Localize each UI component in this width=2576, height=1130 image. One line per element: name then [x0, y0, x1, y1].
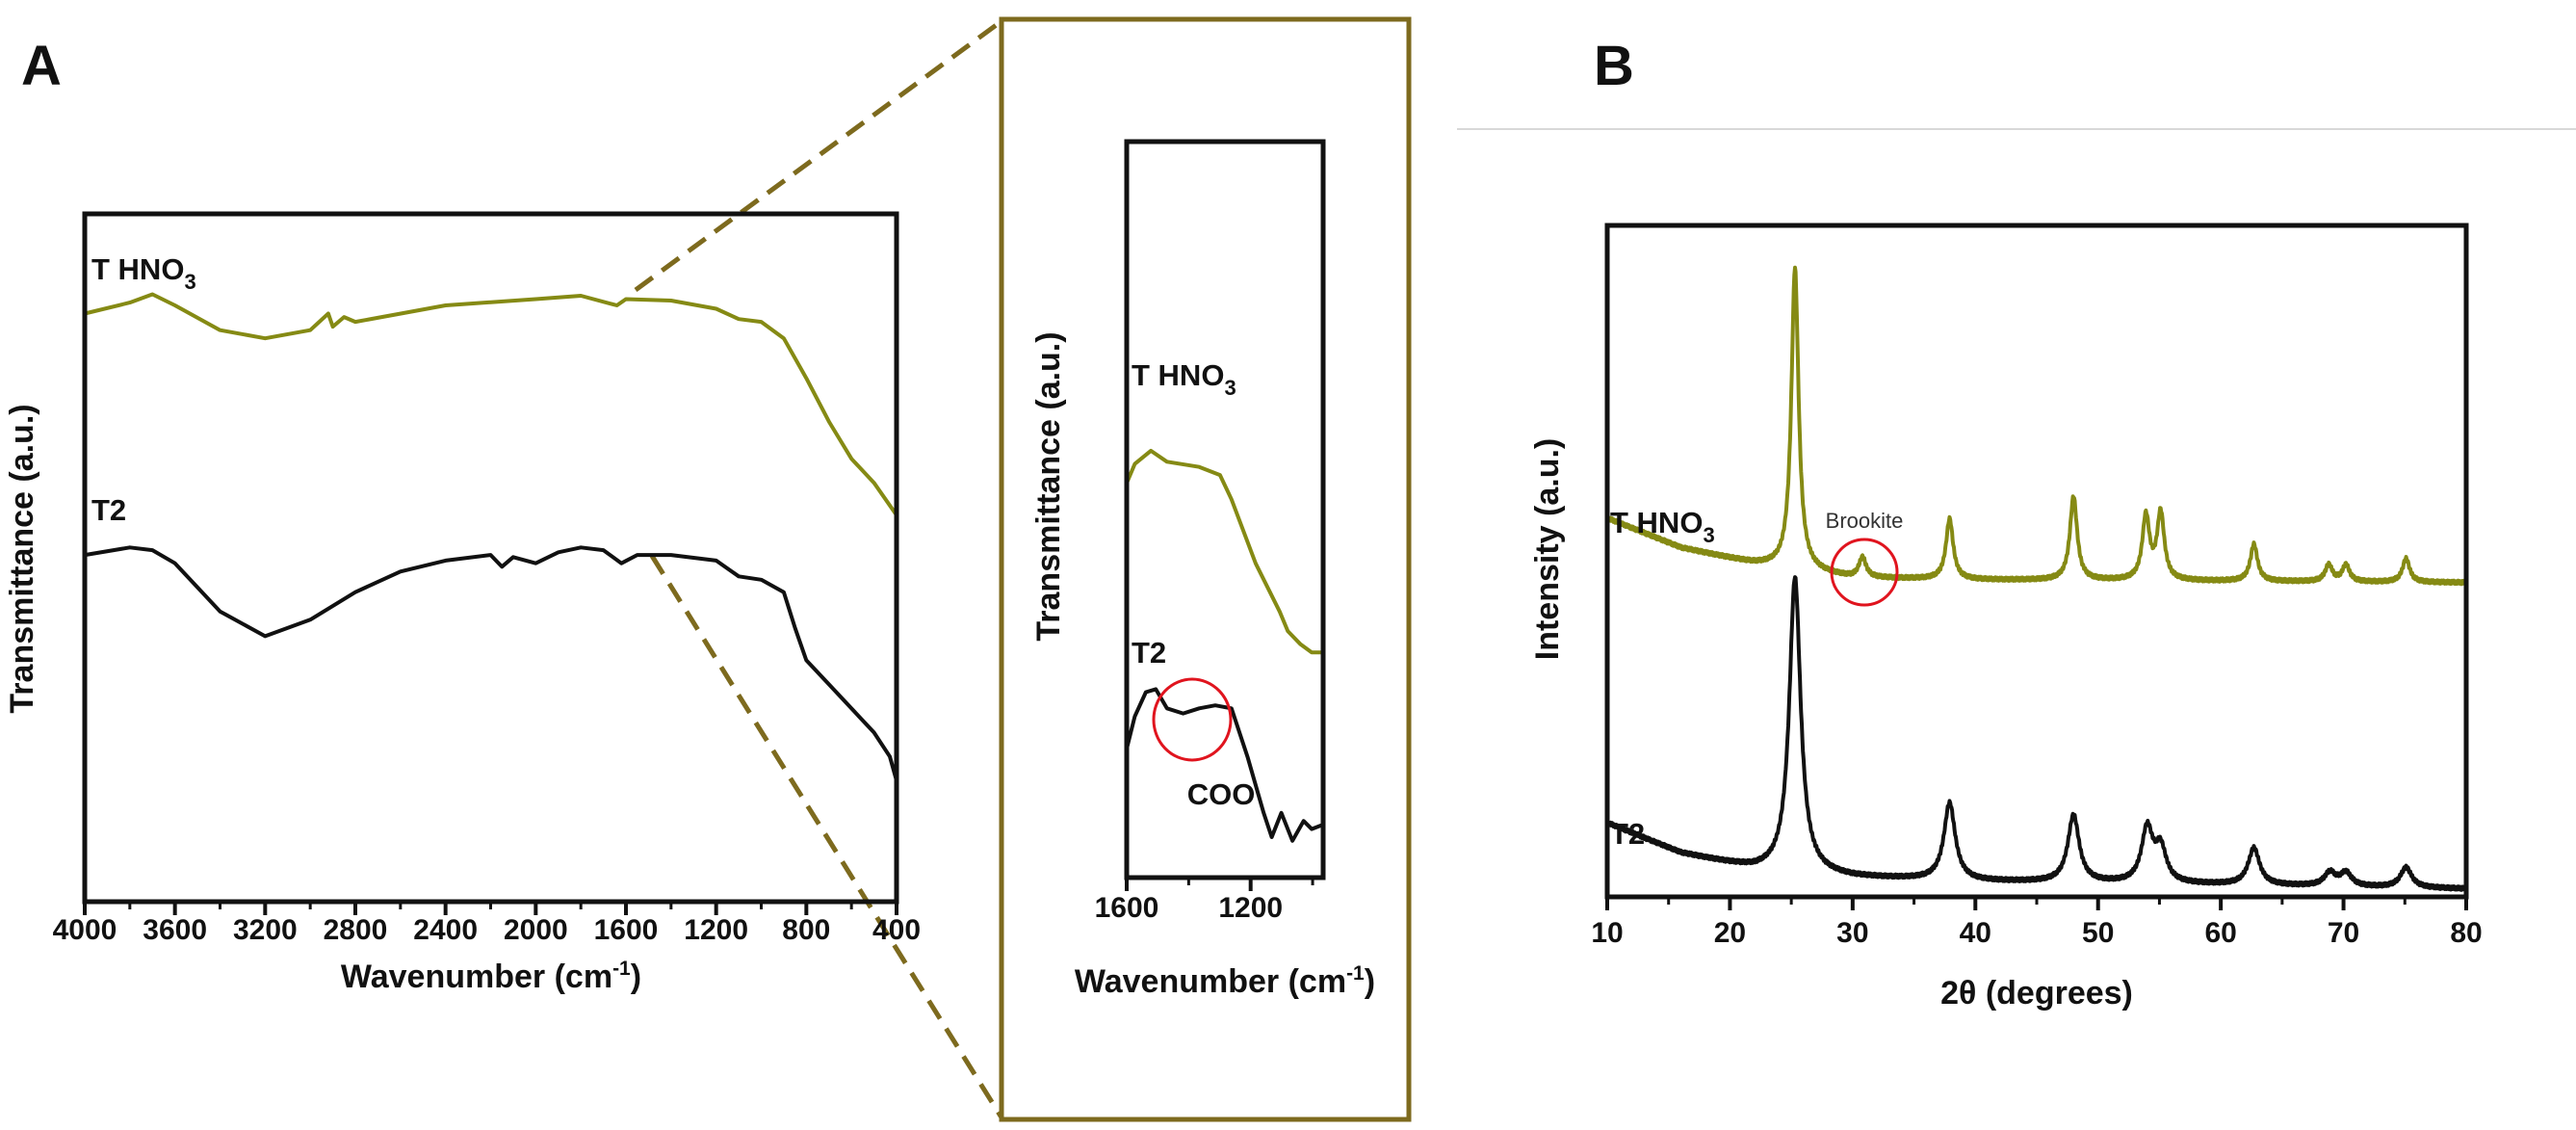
zoom-connector-bottom [649, 554, 1004, 1119]
series-label-t2: T2 [1132, 636, 1166, 670]
x-axis-label-text: Wavenumber (cm [1075, 963, 1346, 1000]
series-label-subscript: 3 [1703, 523, 1714, 547]
x-tick-label: 1600 [594, 914, 659, 946]
x-tick-label: 10 [1591, 917, 1623, 949]
panel-a-ftir: T HNO3 T2 4000 3600 3200 2800 2400 2000 1600 1200… [4, 35, 921, 995]
series-label-t2: T2 [1610, 817, 1645, 851]
x-tick-label: 20 [1714, 917, 1746, 949]
series-label-subscript: 3 [1224, 376, 1236, 400]
series-line-t-hno3 [1605, 265, 2468, 587]
plot-frame [1124, 139, 1326, 880]
series-line-t-hno3 [1125, 448, 1323, 655]
series-label-text: T2 [1610, 817, 1645, 851]
zoom-connector-top [634, 18, 1003, 293]
panel-a-inset: T HNO3 T2 1600 1200 Wavenumber (cm-1) Transmi… [1030, 139, 1375, 1000]
x-axis-label-superscript: -1 [612, 958, 631, 980]
series-line-t-hno3 [84, 292, 898, 516]
series-label-t-hno3: T HNO3 [1132, 358, 1236, 400]
x-tick-label: 2800 [324, 914, 388, 946]
x-axis-label: Wavenumber (cm-1) [341, 958, 641, 995]
series-line-t2 [84, 545, 898, 781]
series-label-t-hno3: T HNO3 [1610, 506, 1715, 547]
x-axis-label-end: ) [631, 959, 641, 995]
panel-label: A [21, 35, 62, 97]
inset-frame [999, 16, 1412, 1122]
highlight-circle [1152, 677, 1233, 762]
x-tick-label: 3600 [143, 914, 207, 946]
series-line-t2 [1125, 687, 1324, 843]
brookite-annotation: Brookite [1826, 509, 1904, 533]
x-axis-label: Wavenumber (cm-1) [1075, 962, 1375, 1000]
x-tick-label: 800 [782, 914, 830, 946]
series-label-t2: T2 [91, 493, 126, 527]
panel-label: B [1594, 35, 1634, 97]
highlight-circle [1830, 538, 1899, 607]
series-label-text: T HNO [91, 252, 184, 286]
x-axis-label-end: ) [1365, 963, 1375, 1000]
x-tick-label: 2000 [504, 914, 568, 946]
series-label-text: T HNO [1132, 358, 1224, 392]
x-tick-label: 4000 [53, 914, 117, 946]
series-label-text: T HNO [1610, 506, 1703, 539]
x-tick-label: 80 [2450, 917, 2482, 949]
x-tick-label: 1200 [1218, 892, 1283, 924]
x-tick-label: 3200 [233, 914, 298, 946]
series-label-t-hno3: T HNO3 [91, 252, 196, 294]
x-axis-label-superscript: -1 [1346, 962, 1365, 985]
x-tick-label: 30 [1836, 917, 1868, 949]
x-axis-label: 2θ (degrees) [1940, 975, 2133, 1012]
y-axis-label: Transmittance (a.u.) [1030, 331, 1067, 641]
x-tick-label: 1200 [684, 914, 748, 946]
series-label-subscript: 3 [184, 270, 195, 294]
plot-frame [82, 211, 899, 905]
series-label-text: T2 [91, 493, 126, 527]
x-axis-label-text: 2θ (degrees) [1940, 975, 2133, 1012]
series-label-text: T2 [1132, 636, 1166, 670]
coo-annotation: COO [1187, 777, 1256, 811]
series-line-t2 [1605, 575, 2468, 892]
panel-b-xrd: T HNO3 T2 10 20 30 40 50 60 70 80 2θ (degrees) Inte… [1529, 35, 2483, 1012]
x-tick-label: 400 [872, 914, 921, 946]
x-tick-label: 50 [2082, 917, 2114, 949]
x-tick-label: 2400 [413, 914, 478, 946]
x-tick-label: 1600 [1095, 892, 1159, 924]
x-tick-label: 70 [2328, 917, 2359, 949]
x-tick-label: 60 [2204, 917, 2236, 949]
x-axis-label-text: Wavenumber (cm [341, 959, 612, 995]
y-axis-label: Intensity (a.u.) [1529, 438, 1566, 660]
y-axis-label: Transmittance (a.u.) [4, 404, 40, 713]
x-tick-label: 40 [1960, 917, 1991, 949]
